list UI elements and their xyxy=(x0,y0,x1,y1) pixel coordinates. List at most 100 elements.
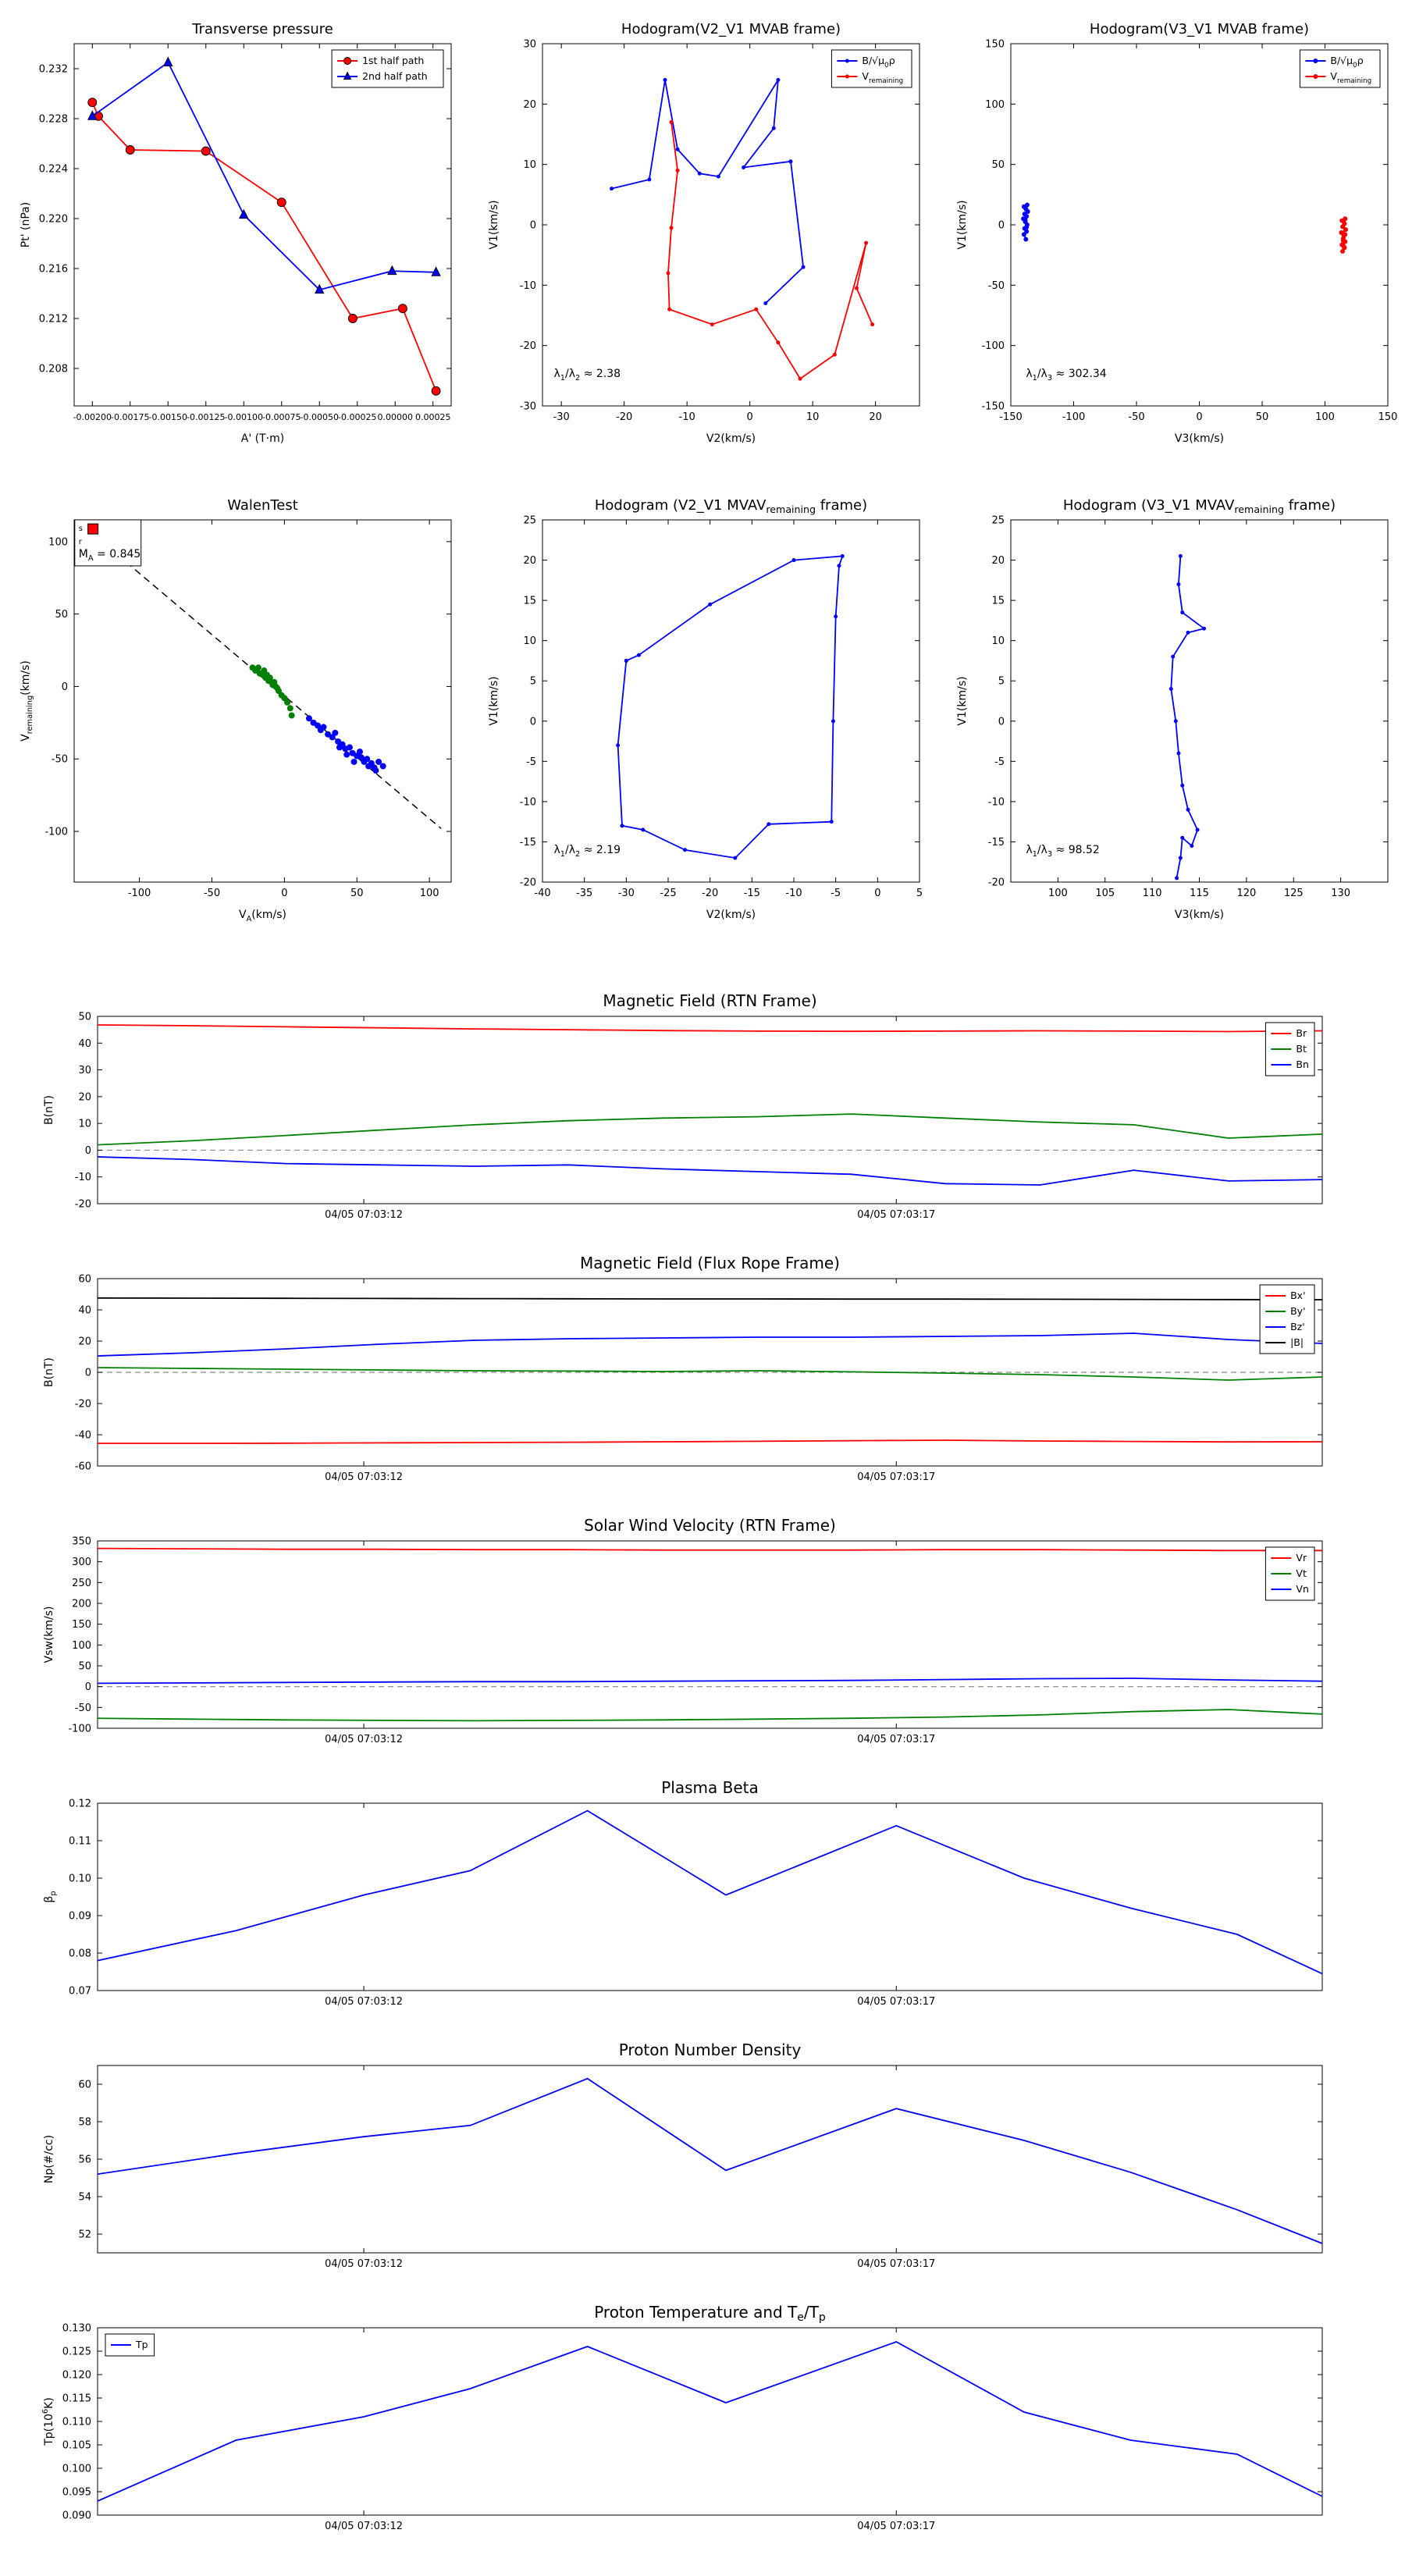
x-tick-label: -0.00175 xyxy=(111,412,149,422)
y-tick-label: 0.11 xyxy=(69,1836,91,1848)
y-tick-label: 56 xyxy=(78,2154,91,2166)
y-tick-label: 0 xyxy=(85,1368,91,1379)
legend-label: Bx' xyxy=(1290,1290,1305,1301)
x-tick-label: 100 xyxy=(1048,888,1068,899)
annotation: λ1/λ3 ≈ 98.52 xyxy=(1026,844,1100,859)
legend-label: B/√μ0ρ xyxy=(1330,55,1363,69)
hodogram-v2v1-mvav-chart: -40 -35 -30 -25 -20 -15 -10 -5 0 5 -20 -15 -10 -5 0 5 10… xyxy=(468,482,937,945)
x-tick-label: 100 xyxy=(420,888,439,899)
x-tick-label: 110 xyxy=(1143,888,1162,899)
y-tick-label: 150 xyxy=(985,39,1005,51)
y-tick-label: -10 xyxy=(75,1172,91,1183)
y-tick-label: -20 xyxy=(75,1399,91,1411)
x-tick-label: -0.00100 xyxy=(225,412,263,422)
y-tick-label: 40 xyxy=(78,1038,91,1050)
legend-label: Bt xyxy=(1296,1043,1307,1055)
magnetic-field-fluxrope-panel: 04/05 07:03:12 04/05 07:03:17 -60 -40 -20 0 20… xyxy=(0,1247,1405,1505)
y-tick-label: -100 xyxy=(981,340,1005,352)
y-tick-label: 60 xyxy=(78,2080,91,2091)
x-tick-label: 10 xyxy=(806,411,820,423)
x-tick-label: 115 xyxy=(1190,888,1209,899)
x-tick-label: -20 xyxy=(616,411,632,423)
series-line xyxy=(97,1809,1323,1975)
series-line xyxy=(97,1156,1323,1186)
y-tick-label: 0.10 xyxy=(69,1873,91,1885)
plasma-beta-svg: 04/05 07:03:12 04/05 07:03:17 0.07 0.08 0.09… xyxy=(0,1772,1405,2030)
series-line xyxy=(97,1678,1323,1685)
annotation: r xyxy=(79,538,83,546)
solar-wind-velocity-panel: 04/05 07:03:12 04/05 07:03:17 -100 -50 0 50 10… xyxy=(0,1510,1405,1767)
chart-title: Magnetic Field (RTN Frame) xyxy=(603,991,816,1010)
series-line xyxy=(97,1332,1323,1357)
annotation: λ1/λ2 ≈ 2.19 xyxy=(553,844,621,859)
y-tick-label: 0.09 xyxy=(69,1911,91,1923)
y-tick-label: -50 xyxy=(988,280,1005,292)
y-tick-label: -5 xyxy=(994,756,1005,768)
x-tick-label: -150 xyxy=(999,411,1023,423)
y-tick-label: 30 xyxy=(523,39,536,51)
x-tick-label: 50 xyxy=(1256,411,1269,423)
series-line xyxy=(1170,556,1206,878)
y-tick-label: 50 xyxy=(55,609,68,621)
legend-label: Br xyxy=(1296,1027,1307,1039)
plot-area xyxy=(1010,519,1389,883)
hodogram-v3v1-mvab-chart: -150 -100 -50 0 50 100 150 -150 -100 -50 0 50 100 150… xyxy=(937,6,1405,468)
y-tick-label: 0 xyxy=(998,716,1005,728)
series-line xyxy=(97,1367,1323,1381)
proton-temperature-svg: 04/05 07:03:12 04/05 07:03:17 0.090 0.095 0.… xyxy=(0,2297,1405,2554)
y-tick-label: 0 xyxy=(85,1681,91,1693)
legend xyxy=(331,49,444,88)
plot-area xyxy=(1010,43,1389,407)
legend-label: Vn xyxy=(1296,1583,1308,1595)
y-axis-label: V1(km/s) xyxy=(488,676,500,725)
y-tick-label: -5 xyxy=(526,756,536,768)
hodogram-v3v1-mvav-svg: 100 105 110 115 120 125 130 -20 -15 -10 -5 0 5 10 15 20… xyxy=(937,482,1405,945)
y-tick-label: -15 xyxy=(988,837,1005,849)
y-tick-label: 10 xyxy=(991,635,1005,647)
legend-label: 2nd half path xyxy=(362,70,428,82)
hodogram-v3v1-mvab-svg: -150 -100 -50 0 50 100 150 -150 -100 -50 0 50 100 150… xyxy=(937,6,1405,468)
y-tick-label: 20 xyxy=(523,99,536,111)
x-tick-label: -0.00125 xyxy=(187,412,225,422)
chart-title: Proton Number Density xyxy=(619,2041,802,2059)
series-line xyxy=(91,101,437,392)
y-tick-label: -10 xyxy=(520,796,536,808)
x-tick-label: -100 xyxy=(128,888,151,899)
plot-area xyxy=(73,519,452,883)
x-tick-label: -10 xyxy=(785,888,802,899)
chart-title: Proton Temperature and Te/Tp xyxy=(594,2303,826,2324)
y-tick-label: -50 xyxy=(52,754,68,766)
y-tick-label: 10 xyxy=(523,635,536,647)
y-tick-label: 0.216 xyxy=(39,264,68,276)
x-tick-label: -50 xyxy=(204,888,220,899)
y-tick-label: 0.100 xyxy=(62,2464,91,2475)
x-tick-label: 04/05 07:03:17 xyxy=(857,1734,935,1745)
legend-label: Bz' xyxy=(1290,1321,1305,1332)
y-axis-label: V1(km/s) xyxy=(488,200,500,249)
y-tick-label: 25 xyxy=(991,515,1005,527)
plot-area xyxy=(97,1802,1323,1991)
legend-label: 1st half path xyxy=(362,55,424,66)
x-tick-label: 04/05 07:03:12 xyxy=(325,1734,403,1745)
chart-title: WalenTest xyxy=(227,497,298,514)
hodogram-v2v1-mvav-svg: -40 -35 -30 -25 -20 -15 -10 -5 0 5 -20 -15 -10 -5 0 5 10… xyxy=(468,482,937,945)
series-line xyxy=(97,1113,1323,1146)
walen-test-chart: -100 -50 0 50 100 -100 -50 0 50 100 s r MA = 0.845 Wa… xyxy=(0,482,468,945)
plasma-beta-panel: 04/05 07:03:12 04/05 07:03:17 0.07 0.08 0.09… xyxy=(0,1772,1405,2030)
y-tick-label: 25 xyxy=(523,515,536,527)
y-tick-label: -30 xyxy=(520,401,536,413)
x-tick-label: 125 xyxy=(1284,888,1304,899)
y-tick-label: 0.130 xyxy=(62,2323,91,2335)
y-tick-label: 15 xyxy=(523,596,536,607)
chart-title: Hodogram (V3_V1 MVAVremaining frame) xyxy=(1063,497,1336,515)
legend-label: Tp xyxy=(135,2339,148,2350)
y-tick-label: -100 xyxy=(68,1724,91,1735)
transverse-pressure-svg: -0.00200 -0.00175 -0.00150 -0.00125 -0.00100… xyxy=(0,6,468,468)
x-tick-label: 0.00000 xyxy=(377,412,413,422)
y-axis-label: Vsw(km/s) xyxy=(43,1606,55,1663)
y-tick-label: 20 xyxy=(78,1336,91,1348)
y-tick-label: 0.212 xyxy=(39,314,68,326)
x-tick-label: -50 xyxy=(1128,411,1144,423)
legend-label: By' xyxy=(1290,1305,1305,1317)
